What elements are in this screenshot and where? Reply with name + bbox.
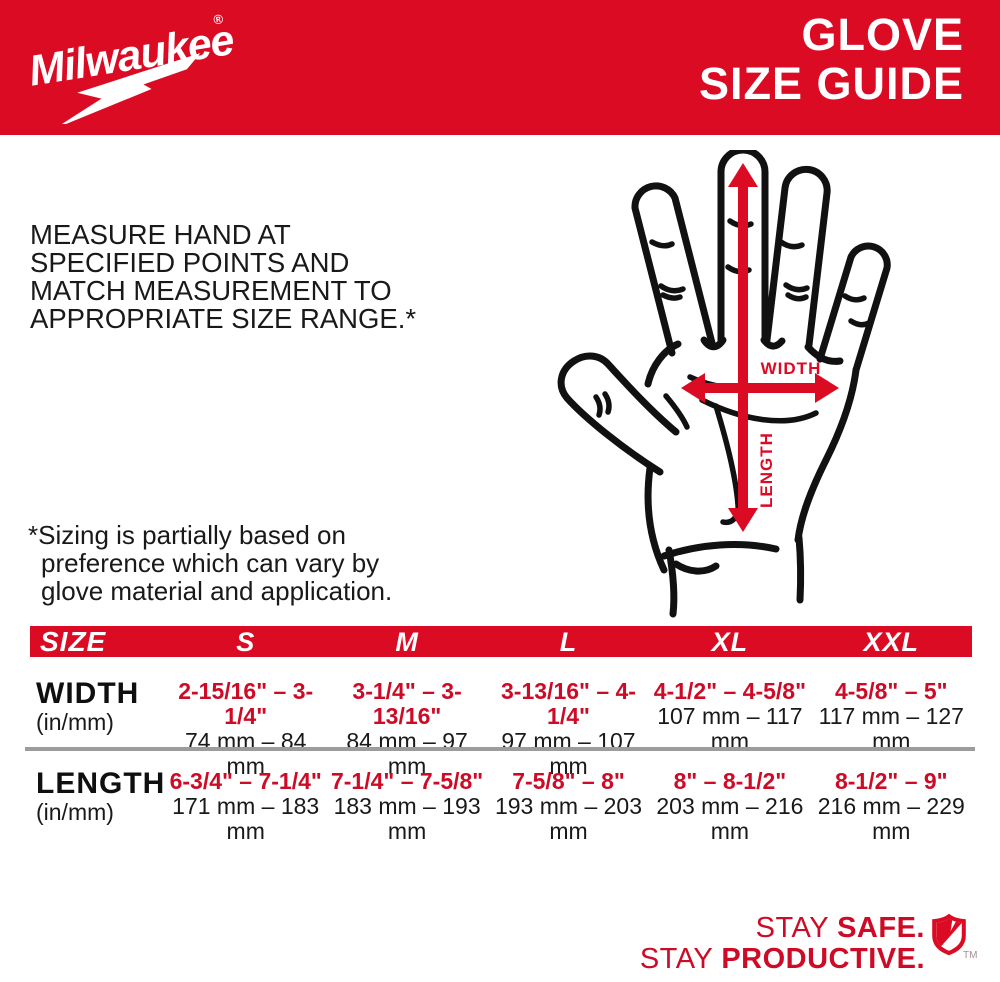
footer-tagline: STAY SAFE. STAY PRODUCTIVE.: [640, 913, 925, 975]
shield-trademark: TM: [963, 950, 978, 961]
footnote-line: glove material and application.: [41, 576, 393, 606]
column-header-l: L: [559, 626, 578, 657]
width-cell-s: 2-15/16" – 3-1/4" 74 mm – 84 mm: [165, 679, 326, 779]
table-row-length: LENGTH (in/mm) 6-3/4" – 7-1/4" 171 mm – …: [30, 769, 972, 844]
instruction-line: SPECIFIED POINTS AND: [30, 247, 350, 278]
registered-mark: ®: [212, 12, 224, 27]
hand-measurement-diagram: WIDTH LENGTH: [557, 150, 891, 618]
mm-range: 216 mm – 229 mm: [817, 793, 965, 844]
hand-crease-lines: [593, 218, 872, 526]
mm-range: 107 mm – 117 mm: [657, 703, 803, 754]
width-label: WIDTH: [761, 359, 822, 378]
sizing-footnote: *Sizing is partially based on preference…: [28, 521, 392, 605]
row-label-units: (in/mm): [36, 709, 114, 735]
length-cell-xxl: 8-1/2" – 9" 216 mm – 229 mm: [811, 769, 972, 844]
column-header-xl: XL: [711, 626, 749, 657]
table-row-divider: [25, 747, 975, 751]
width-row-label: WIDTH (in/mm): [30, 679, 165, 779]
width-cell-xxl: 4-5/8" – 5" 117 mm – 127 mm: [811, 679, 972, 779]
tagline-productive: PRODUCTIVE.: [721, 943, 925, 975]
tagline-stay1: STAY: [755, 912, 829, 944]
measure-instructions: MEASURE HAND AT SPECIFIED POINTS AND MAT…: [30, 221, 416, 333]
page-title-line2: SIZE GUIDE: [698, 58, 964, 109]
inch-range: 6-3/4" – 7-1/4": [169, 768, 322, 794]
length-cell-m: 7-1/4" – 7-5/8" 183 mm – 193 mm: [326, 769, 487, 844]
column-header-xxl: XXL: [863, 626, 920, 657]
size-header-label: SIZE: [40, 626, 107, 657]
instruction-line: APPROPRIATE SIZE RANGE.*: [30, 303, 417, 334]
instruction-line: MATCH MEASUREMENT TO: [30, 275, 392, 306]
length-cell-l: 7-5/8" – 8" 193 mm – 203 mm: [488, 769, 649, 844]
column-header-m: M: [395, 626, 419, 657]
length-arrow-icon: [728, 163, 758, 532]
row-label-text: WIDTH: [36, 677, 140, 710]
page-title-line1: GLOVE: [801, 9, 964, 60]
width-arrow-icon: [681, 373, 839, 403]
lightning-bolt-icon: [77, 52, 201, 99]
milwaukee-logo: Milwaukee ®: [26, 12, 236, 124]
inch-range: 3-1/4" – 3-13/16": [352, 678, 462, 729]
tagline-safe: SAFE.: [837, 912, 925, 944]
page-title: GLOVE SIZE GUIDE: [699, 10, 964, 108]
footnote-line: *Sizing is partially based on: [28, 520, 346, 550]
length-label: LENGTH: [757, 432, 776, 508]
row-label-units: (in/mm): [36, 799, 114, 825]
inch-range: 8-1/2" – 9": [834, 768, 948, 794]
inch-range: 3-13/16" – 4-1/4": [501, 678, 636, 729]
header-banner: Milwaukee ® GLOVE SIZE GUIDE: [0, 0, 1000, 135]
inch-range: 4-1/2" – 4-5/8": [653, 678, 806, 704]
table-row-width: WIDTH (in/mm) 2-15/16" – 3-1/4" 74 mm – …: [30, 679, 972, 779]
width-cell-xl: 4-1/2" – 4-5/8" 107 mm – 117 mm: [649, 679, 810, 779]
safety-shield-icon: [932, 913, 966, 956]
inch-range: 7-5/8" – 8": [512, 768, 625, 794]
length-row-label: LENGTH (in/mm): [30, 769, 165, 844]
inch-range: 4-5/8" – 5": [834, 678, 948, 704]
row-label-text: LENGTH: [36, 767, 166, 800]
mm-range: 171 mm – 183 mm: [172, 793, 320, 844]
tagline-line1: STAY SAFE.: [640, 913, 925, 944]
tagline-stay2: STAY: [639, 943, 713, 975]
width-cell-l: 3-13/16" – 4-1/4" 97 mm – 107 mm: [488, 679, 649, 779]
mm-range: 183 mm – 193 mm: [333, 793, 481, 844]
length-cell-s: 6-3/4" – 7-1/4" 171 mm – 183 mm: [165, 769, 326, 844]
inch-range: 7-1/4" – 7-5/8": [330, 768, 484, 794]
mm-range: 203 mm – 216 mm: [656, 793, 804, 844]
column-header-s: S: [236, 626, 256, 657]
tagline-line2: STAY PRODUCTIVE.: [640, 944, 925, 975]
inch-range: 8" – 8-1/2": [673, 768, 787, 794]
lightning-bolt-tail-icon: [54, 82, 152, 124]
size-table-header: SIZE S M L XL XXL: [30, 626, 972, 657]
footnote-line: preference which can vary by: [41, 548, 380, 578]
instruction-line: MEASURE HAND AT: [30, 219, 291, 250]
hand-outline: [557, 150, 891, 618]
length-cell-xl: 8" – 8-1/2" 203 mm – 216 mm: [649, 769, 810, 844]
mm-range: 193 mm – 203 mm: [494, 793, 642, 844]
inch-range: 2-15/16" – 3-1/4": [178, 678, 314, 729]
width-cell-m: 3-1/4" – 3-13/16" 84 mm – 97 mm: [326, 679, 487, 779]
